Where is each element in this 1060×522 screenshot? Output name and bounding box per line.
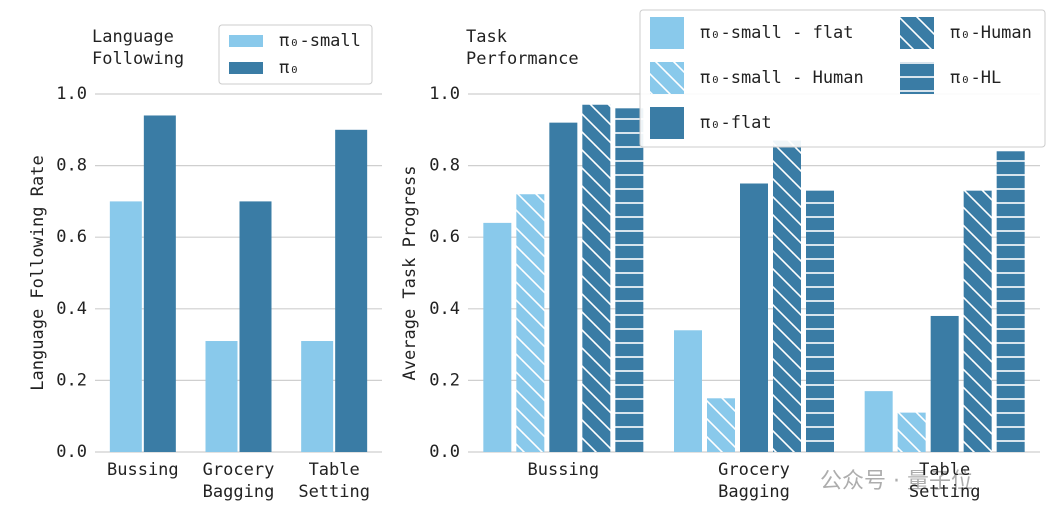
legend-box — [639, 9, 1046, 148]
bar — [205, 341, 238, 452]
legend-label: π₀-Human — [950, 23, 1032, 43]
x-tick-label: Grocery Bagging — [718, 460, 790, 502]
y-tick-label: 0.8 — [56, 156, 87, 176]
legend-swatch — [900, 17, 934, 49]
bar — [897, 412, 926, 452]
bar — [674, 330, 702, 452]
bar — [549, 122, 578, 452]
legend-swatch — [650, 107, 684, 139]
legend-swatch — [650, 62, 684, 94]
legend-label: π₀-flat — [700, 113, 772, 133]
bar — [109, 201, 142, 452]
chart-title: Language Following — [92, 27, 184, 69]
bar — [773, 140, 801, 453]
bar — [483, 222, 512, 452]
bar — [864, 391, 893, 452]
legend-label: π₀-small — [279, 31, 361, 51]
bar — [930, 315, 959, 452]
bar — [963, 190, 992, 452]
y-tick-label: 0.0 — [56, 442, 87, 462]
y-tick-label: 0.6 — [429, 227, 460, 247]
bar — [335, 129, 368, 453]
watermark: 公众号 · 量子位 — [820, 469, 973, 494]
legend-swatch — [900, 62, 934, 94]
bar — [806, 190, 834, 452]
bar — [516, 194, 545, 453]
bar — [740, 183, 768, 452]
chart-title: Task Performance — [466, 27, 579, 69]
x-tick-label: Bussing — [528, 460, 600, 480]
legend-swatch — [229, 62, 263, 74]
x-tick-label: Table Setting — [909, 460, 981, 502]
y-tick-label: 0.6 — [56, 227, 87, 247]
legend-swatch — [229, 35, 263, 47]
x-tick-label: Bussing — [107, 460, 179, 480]
x-tick-label: Grocery Bagging — [203, 460, 275, 502]
legend-swatch — [650, 17, 684, 49]
y-tick-label: 0.8 — [429, 156, 460, 176]
y-axis-label: Average Task Progress — [400, 166, 420, 381]
y-tick-label: 0.2 — [56, 370, 87, 390]
legend-label: π₀-small - Human — [700, 68, 864, 88]
y-tick-label: 0.4 — [429, 299, 460, 319]
legend-label: π₀-HL — [950, 68, 1001, 88]
bar — [301, 341, 334, 452]
bar — [615, 108, 644, 452]
y-tick-label: 1.0 — [56, 84, 87, 104]
y-axis-label: Language Following Rate — [28, 155, 48, 390]
y-tick-label: 0.4 — [56, 299, 87, 319]
bar — [996, 151, 1025, 452]
y-tick-label: 1.0 — [429, 84, 460, 104]
bar — [582, 104, 611, 453]
legend-label: π₀ — [279, 58, 299, 78]
y-tick-label: 0.2 — [429, 370, 460, 390]
y-tick-label: 0.0 — [429, 442, 460, 462]
x-tick-label: Table Setting — [298, 460, 370, 502]
legend-label: π₀-small - flat — [700, 23, 854, 43]
bar — [239, 201, 272, 452]
bar — [143, 115, 176, 452]
bar — [707, 398, 735, 452]
